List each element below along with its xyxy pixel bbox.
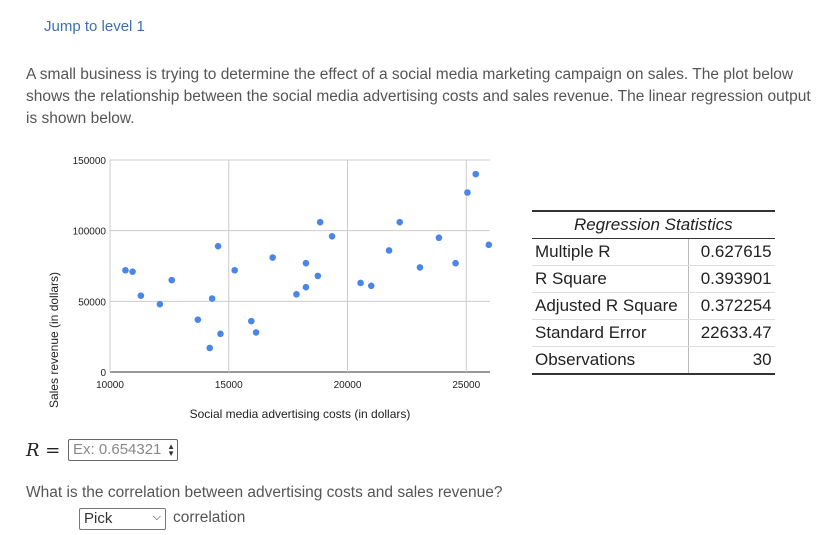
data-point — [357, 279, 364, 287]
data-point — [302, 259, 310, 267]
y-tick-label: 50000 — [78, 297, 106, 308]
chart-ticks: 0 50000 100000 150000 10000 15000 20000 25000 — [73, 156, 481, 391]
data-point — [214, 242, 222, 250]
data-point — [316, 218, 324, 226]
data-point — [302, 283, 310, 291]
data-point — [396, 218, 404, 226]
x-tick-label: 15000 — [215, 380, 243, 391]
data-point — [314, 272, 322, 280]
r-value-input[interactable]: Ex: 0.654321 ▲ ▼ — [68, 439, 178, 461]
data-point — [208, 295, 216, 302]
dropdown-selected: Pick — [84, 510, 113, 527]
y-tick-label: 150000 — [73, 156, 107, 167]
regression-value-observations: 30 — [688, 346, 775, 375]
data-point — [472, 170, 480, 178]
data-point — [252, 329, 260, 336]
regression-value-standard-error: 22633.47 — [688, 319, 775, 347]
regression-label-adjusted-r-square: Adjusted R Square — [532, 292, 689, 320]
data-point — [328, 233, 336, 240]
data-point — [385, 247, 393, 254]
x-tick-label: 25000 — [452, 380, 480, 391]
data-point — [168, 276, 176, 284]
data-point — [206, 344, 214, 352]
question-text: What is the correlation between advertis… — [26, 484, 503, 501]
data-point — [248, 317, 255, 325]
data-point — [231, 266, 238, 274]
data-point — [194, 316, 202, 324]
data-point — [269, 254, 276, 261]
data-point — [293, 290, 300, 298]
regression-label-multiple-r: Multiple R — [532, 238, 689, 266]
data-point — [129, 268, 136, 275]
data-point — [435, 234, 443, 242]
dropdown-trailing-text: correlation — [173, 509, 246, 526]
y-tick-label: 0 — [100, 368, 106, 379]
data-point — [122, 266, 129, 274]
chevron-down-icon: ⌵ — [152, 511, 161, 523]
data-point — [464, 189, 471, 196]
spinner-icon[interactable]: ▲ ▼ — [167, 442, 175, 458]
scatter-chart: 0 50000 100000 150000 10000 15000 20000 25000 S… — [47, 156, 493, 421]
data-point — [416, 264, 424, 271]
x-tick-label: 10000 — [96, 380, 124, 391]
data-point — [156, 300, 164, 308]
data-point — [485, 241, 493, 249]
regression-table: Regression Statistics Multiple R 0.627615… — [532, 210, 775, 375]
x-axis-label: Social media advertising costs (in dolla… — [190, 407, 411, 421]
regression-label-observations: Observations — [532, 346, 689, 375]
regression-label-r-square: R Square — [532, 265, 689, 293]
problem-text: A small business is trying to determine … — [26, 66, 811, 127]
y-tick-label: 100000 — [73, 227, 107, 238]
y-axis-label: Sales revenue (in dollars) — [47, 272, 61, 408]
regression-value-adjusted-r-square: 0.372254 — [688, 292, 775, 320]
jump-to-level-link[interactable]: Jump to level 1 — [44, 18, 145, 35]
data-point — [452, 259, 459, 267]
r-label: R = — [26, 440, 61, 461]
chart-grid — [109, 159, 490, 373]
chart-points — [122, 170, 493, 352]
data-point — [137, 292, 145, 299]
regression-value-r-square: 0.393901 — [688, 265, 775, 293]
correlation-dropdown[interactable]: Pick ⌵ — [79, 508, 166, 530]
x-tick-label: 20000 — [334, 380, 362, 391]
regression-title: Regression Statistics — [532, 210, 775, 239]
regression-value-multiple-r: 0.627615 — [688, 238, 775, 266]
data-point — [367, 282, 375, 290]
data-point — [217, 330, 224, 338]
regression-label-standard-error: Standard Error — [532, 319, 689, 347]
r-value-placeholder: Ex: 0.654321 — [73, 441, 162, 458]
